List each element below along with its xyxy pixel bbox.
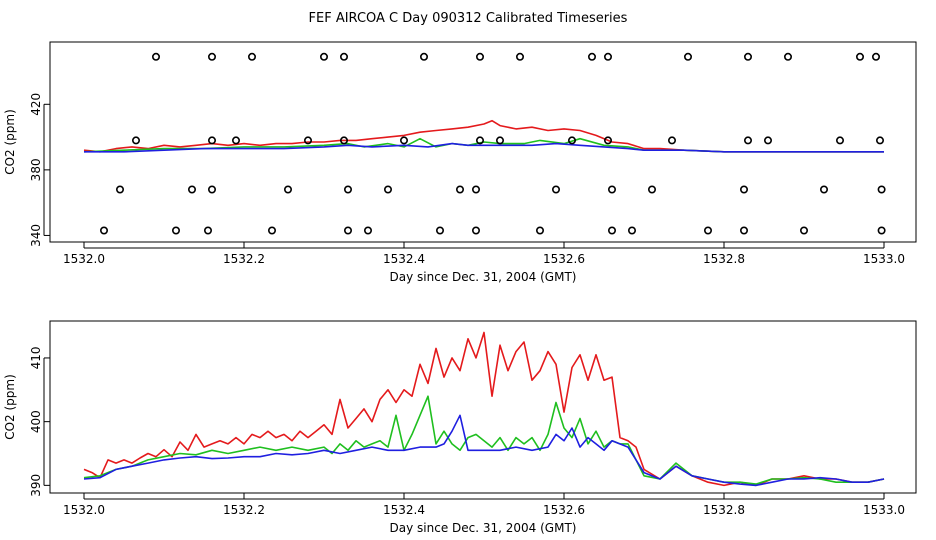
data-point-marker <box>703 226 712 235</box>
data-point-marker <box>132 136 141 145</box>
data-point-marker <box>877 185 886 194</box>
data-point-marker <box>303 136 312 145</box>
data-point-marker <box>739 185 748 194</box>
plot-frame <box>49 41 917 243</box>
x-tick-label: 1532.6 <box>543 252 585 266</box>
data-point-marker <box>188 185 197 194</box>
data-point-marker <box>855 52 864 61</box>
y-tick-label: 410 <box>29 346 43 369</box>
data-point-marker <box>799 226 808 235</box>
data-point-marker <box>471 226 480 235</box>
x-tick-label: 1532.4 <box>383 503 425 517</box>
x-tick-label: 1532.4 <box>383 252 425 266</box>
data-point-marker <box>647 185 656 194</box>
series-line-green <box>83 395 885 485</box>
data-point-marker <box>383 185 392 194</box>
y-axis-label: CO2 (ppm) <box>3 109 17 175</box>
data-point-marker <box>208 185 217 194</box>
y-axis-label: CO2 (ppm) <box>3 374 17 440</box>
x-tick-label: 1532.8 <box>703 503 745 517</box>
data-point-marker <box>871 52 880 61</box>
data-point-marker <box>835 136 844 145</box>
y-tick-label: 420 <box>29 93 43 116</box>
data-point-marker <box>475 136 484 145</box>
data-point-marker <box>535 226 544 235</box>
data-point-marker <box>667 136 676 145</box>
data-point-marker <box>208 136 217 145</box>
data-point-marker <box>471 185 480 194</box>
series-line-red <box>83 119 884 153</box>
x-tick-label: 1532.0 <box>63 252 105 266</box>
y-tick-label: 400 <box>29 410 43 433</box>
data-point-marker <box>419 52 428 61</box>
data-point-marker <box>495 136 504 145</box>
x-axis-label: Day since Dec. 31, 2004 (GMT) <box>390 521 577 535</box>
data-point-marker <box>743 136 752 145</box>
data-point-marker <box>743 52 752 61</box>
data-point-marker <box>343 185 352 194</box>
data-point-marker <box>319 52 328 61</box>
x-axis-label: Day since Dec. 31, 2004 (GMT) <box>390 270 577 284</box>
data-point-marker <box>475 52 484 61</box>
data-point-marker <box>208 52 217 61</box>
data-point-marker <box>100 226 109 235</box>
data-point-marker <box>763 136 772 145</box>
series-line-red <box>83 331 885 487</box>
x-tick-label: 1532.2 <box>223 252 265 266</box>
data-point-marker <box>683 52 692 61</box>
x-tick-label: 1532.8 <box>703 252 745 266</box>
data-point-marker <box>267 226 276 235</box>
data-point-marker <box>116 185 125 194</box>
y-tick-label: 340 <box>29 224 43 247</box>
data-point-marker <box>875 136 884 145</box>
data-point-marker <box>455 185 464 194</box>
bottom-panel: 1532.0 1532.2 1532.4 1532.6 1532.8 1533.0 390 4… <box>3 320 917 535</box>
data-point-marker <box>283 185 292 194</box>
data-point-marker <box>339 136 348 145</box>
plot-frame <box>49 320 917 494</box>
data-point-marker <box>607 226 616 235</box>
data-point-marker <box>607 185 616 194</box>
data-point-marker <box>172 226 181 235</box>
y-tick-label: 390 <box>29 474 43 497</box>
x-tick-label: 1533.0 <box>863 503 905 517</box>
x-tick-label: 1532.2 <box>223 503 265 517</box>
data-point-marker <box>551 185 560 194</box>
data-point-marker <box>603 136 612 145</box>
data-point-marker <box>783 52 792 61</box>
x-tick-label: 1532.6 <box>543 503 585 517</box>
x-tick-label: 1533.0 <box>863 252 905 266</box>
chart-title: FEF AIRCOA C Day 090312 Calibrated Times… <box>309 11 628 26</box>
top-panel: 1532.0 1532.2 1532.4 1532.6 1532.8 1533.0 340 3… <box>3 41 917 284</box>
data-point-marker <box>739 226 748 235</box>
data-point-marker <box>603 52 612 61</box>
data-point-marker <box>204 226 213 235</box>
y-tick-label: 380 <box>29 158 43 181</box>
data-point-marker <box>152 52 161 61</box>
data-point-marker <box>515 52 524 61</box>
series-line-blue <box>84 142 884 153</box>
data-point-marker <box>399 136 408 145</box>
data-point-marker <box>587 52 596 61</box>
data-point-marker <box>435 226 444 235</box>
data-point-marker <box>567 136 576 145</box>
data-point-marker <box>877 226 886 235</box>
data-point-marker <box>627 226 636 235</box>
data-point-marker <box>363 226 372 235</box>
x-tick-label: 1532.0 <box>63 503 105 517</box>
data-point-marker <box>819 185 828 194</box>
data-point-marker <box>343 226 352 235</box>
series-line-blue <box>83 414 885 487</box>
data-point-marker <box>232 136 241 145</box>
data-point-marker <box>248 52 257 61</box>
data-point-marker <box>339 52 348 61</box>
